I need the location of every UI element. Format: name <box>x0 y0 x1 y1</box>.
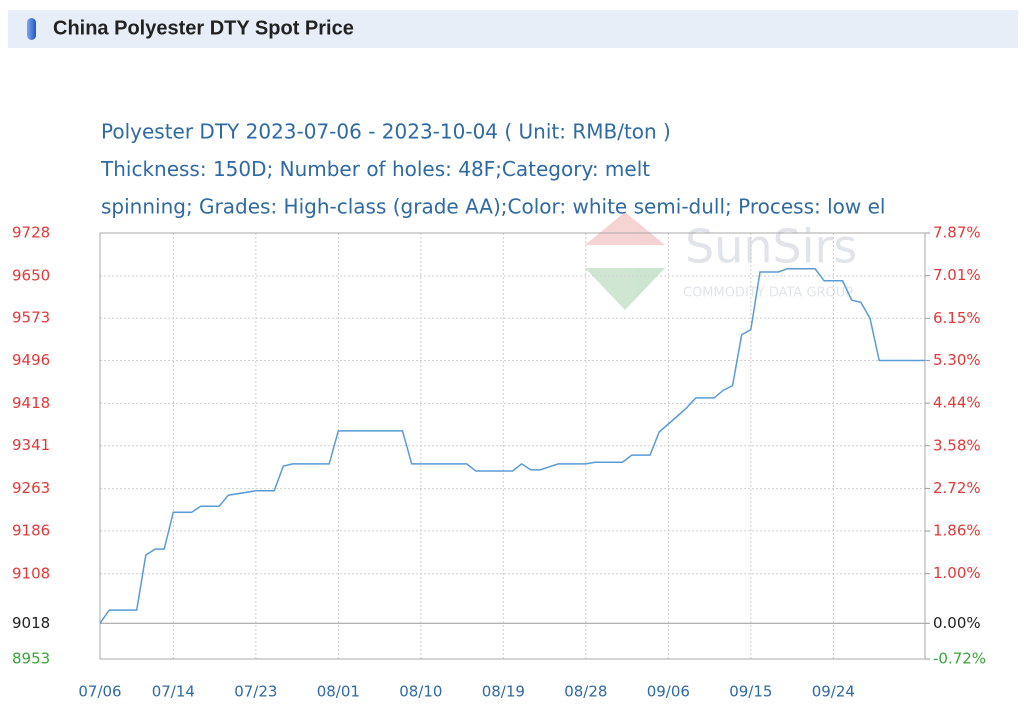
y2-tick-label: 7.87% <box>933 224 981 242</box>
y-tick-label: 8953 <box>12 650 50 668</box>
y2-tick-label: -0.72% <box>933 650 986 668</box>
x-tick-label: 07/23 <box>234 683 277 701</box>
y-tick-label: 9496 <box>12 351 50 369</box>
header-bar <box>8 10 1018 48</box>
subtitle: Thickness: 150D; Number of holes: 48F;Ca… <box>100 157 650 181</box>
header-icon <box>27 18 36 40</box>
y2-tick-label: 1.00% <box>933 564 981 582</box>
y-tick-label: 9018 <box>12 614 50 632</box>
y2-tick-label: 7.01% <box>933 266 981 284</box>
y-tick-label: 9341 <box>12 436 50 454</box>
y-tick-label: 9650 <box>12 266 50 284</box>
x-tick-label: 07/14 <box>152 683 195 701</box>
x-tick-label: 08/19 <box>482 683 525 701</box>
x-tick-label: 08/01 <box>317 683 360 701</box>
y-tick-label: 9186 <box>12 521 50 539</box>
x-tick-label: 09/24 <box>812 683 855 701</box>
plot-border <box>99 232 926 660</box>
watermark: SunSirs COMMODITY DATA GROUP <box>585 212 857 310</box>
x-tick-label: 09/15 <box>729 683 772 701</box>
y2-tick-label: 4.44% <box>933 394 981 412</box>
y2-tick-label: 3.58% <box>933 436 981 454</box>
subtitle: spinning; Grades: High-class (grade AA);… <box>101 195 885 219</box>
y2-tick-label: 6.15% <box>933 309 981 327</box>
watermark-text: COMMODITY DATA GROUP <box>683 286 853 301</box>
y-tick-label: 9573 <box>12 309 50 327</box>
subtitle: Polyester DTY 2023-07-06 - 2023-10-04 ( … <box>101 120 671 144</box>
x-tick-label: 08/10 <box>399 683 442 701</box>
y2-tick-label: 0.00% <box>933 614 981 632</box>
y-tick-label: 9108 <box>12 564 50 582</box>
y2-tick-label: 5.30% <box>933 351 981 369</box>
y-tick-label: 9728 <box>12 224 50 242</box>
line-series <box>99 267 925 624</box>
x-tick-label: 09/06 <box>647 683 690 701</box>
y2-tick-label: 2.72% <box>933 479 981 497</box>
y-tick-label: 9418 <box>12 394 50 412</box>
watermark-text: SunSirs <box>685 220 857 274</box>
y2-tick-label: 1.86% <box>933 522 981 540</box>
x-tick-label: 08/28 <box>564 683 607 701</box>
chart-title: China Polyester DTY Spot Price <box>53 17 354 39</box>
y-tick-label: 9263 <box>12 479 50 497</box>
x-tick-label: 07/06 <box>78 683 121 701</box>
